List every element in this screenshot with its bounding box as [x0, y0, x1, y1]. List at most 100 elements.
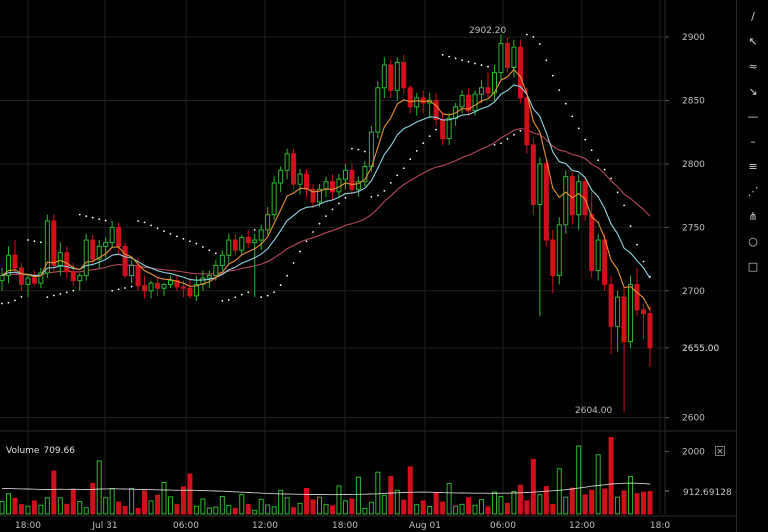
candle-body [479, 87, 485, 95]
sar-dot [85, 215, 88, 218]
sar-dot [616, 191, 619, 194]
price-annotations: 2902.20 2604.00 [469, 26, 612, 416]
horizontal-line-icon[interactable]: — [747, 110, 759, 123]
volume-bar [109, 488, 115, 515]
sar-dot [448, 55, 451, 58]
volume-bar [135, 507, 141, 515]
candle-body [602, 239, 608, 285]
price-tick-label: 2700 [682, 287, 705, 297]
sar-dot [590, 149, 593, 152]
candle [129, 260, 135, 284]
sar-dot [52, 294, 55, 297]
parallel-lines-icon[interactable]: ≡ [748, 160, 758, 173]
candle-body [349, 169, 355, 190]
candle-body [278, 169, 284, 184]
candle-body [524, 97, 530, 146]
candle-body [25, 277, 31, 285]
candle [12, 240, 18, 272]
candle-body [57, 252, 63, 266]
volume-bar [206, 507, 212, 515]
sar-dot [454, 57, 457, 60]
volume-bar [18, 504, 24, 515]
candle-body [381, 64, 387, 89]
sar-dot [603, 168, 606, 171]
ma-fast-line [1, 68, 651, 311]
candle [329, 174, 335, 200]
candle [161, 283, 167, 296]
short-line-icon[interactable]: – [750, 135, 756, 148]
candle [297, 168, 303, 195]
candle-body [634, 283, 640, 311]
volume-bar [589, 489, 595, 515]
volume-bar [103, 497, 109, 515]
candle [440, 113, 446, 145]
volume-bar [64, 503, 70, 515]
candle [537, 157, 543, 317]
sar-dot [221, 300, 224, 302]
candle-body [466, 94, 472, 112]
circle-icon[interactable]: ○ [748, 235, 758, 248]
rectangle-icon[interactable]: □ [747, 260, 759, 273]
brush-icon[interactable]: ≈ [748, 60, 758, 73]
volume-bar [271, 506, 277, 515]
volume-bar [530, 458, 536, 515]
sar-dot [525, 33, 528, 36]
arrow-down-right-icon[interactable]: ↘ [748, 85, 758, 98]
volume-bar [278, 489, 284, 515]
sar-dot [441, 53, 444, 56]
candle-body [582, 181, 588, 216]
candle-body [407, 87, 413, 108]
candle [433, 92, 439, 126]
candle [83, 233, 89, 281]
volume-bar [116, 501, 122, 515]
ma-mid-path [1, 84, 651, 281]
candle [342, 163, 348, 190]
sar-dot [182, 238, 185, 240]
sar-dot [124, 287, 127, 289]
volume-bar [232, 507, 238, 515]
volume-bar [375, 471, 381, 515]
sar-dot [506, 138, 509, 140]
sar-dot [46, 296, 49, 299]
volume-bar [265, 504, 271, 515]
candle [187, 278, 193, 299]
sar-dot [551, 74, 554, 77]
candle [355, 176, 361, 197]
sar-dot [98, 218, 101, 221]
candle [543, 161, 549, 247]
sar-dot [383, 190, 386, 192]
fan-icon[interactable]: ⋰ [747, 185, 759, 198]
candle [349, 163, 355, 195]
candle [595, 233, 601, 281]
candle [407, 85, 413, 114]
candle-body [44, 220, 50, 274]
candle-body [310, 188, 316, 203]
volume-bar [401, 499, 407, 515]
candle [388, 59, 394, 98]
candle [459, 90, 465, 114]
pitchfork-icon[interactable]: ⋔ [748, 210, 758, 223]
sar-dot [156, 227, 159, 230]
sar-dot [461, 59, 463, 61]
sar-dot [189, 240, 191, 243]
candle-body [595, 239, 601, 271]
candle [563, 170, 569, 234]
candle [5, 246, 11, 284]
candle [504, 37, 510, 73]
arrow-up-left-icon[interactable]: ↖ [748, 35, 758, 48]
volume-bar [537, 494, 543, 515]
trendline-icon[interactable]: / [751, 10, 755, 23]
volume-bar [5, 493, 11, 515]
sar-dot [72, 289, 75, 292]
candle-body [368, 131, 374, 167]
ma-mid-line [1, 84, 651, 281]
ma-fast-path [1, 68, 651, 311]
sar-dot [344, 196, 347, 199]
candle-body [537, 163, 543, 206]
volume-bar [582, 494, 588, 515]
close-volume-pane-button[interactable]: × [715, 446, 725, 457]
candle-body [77, 275, 83, 282]
sar-dot [208, 249, 211, 252]
candle [271, 176, 277, 220]
